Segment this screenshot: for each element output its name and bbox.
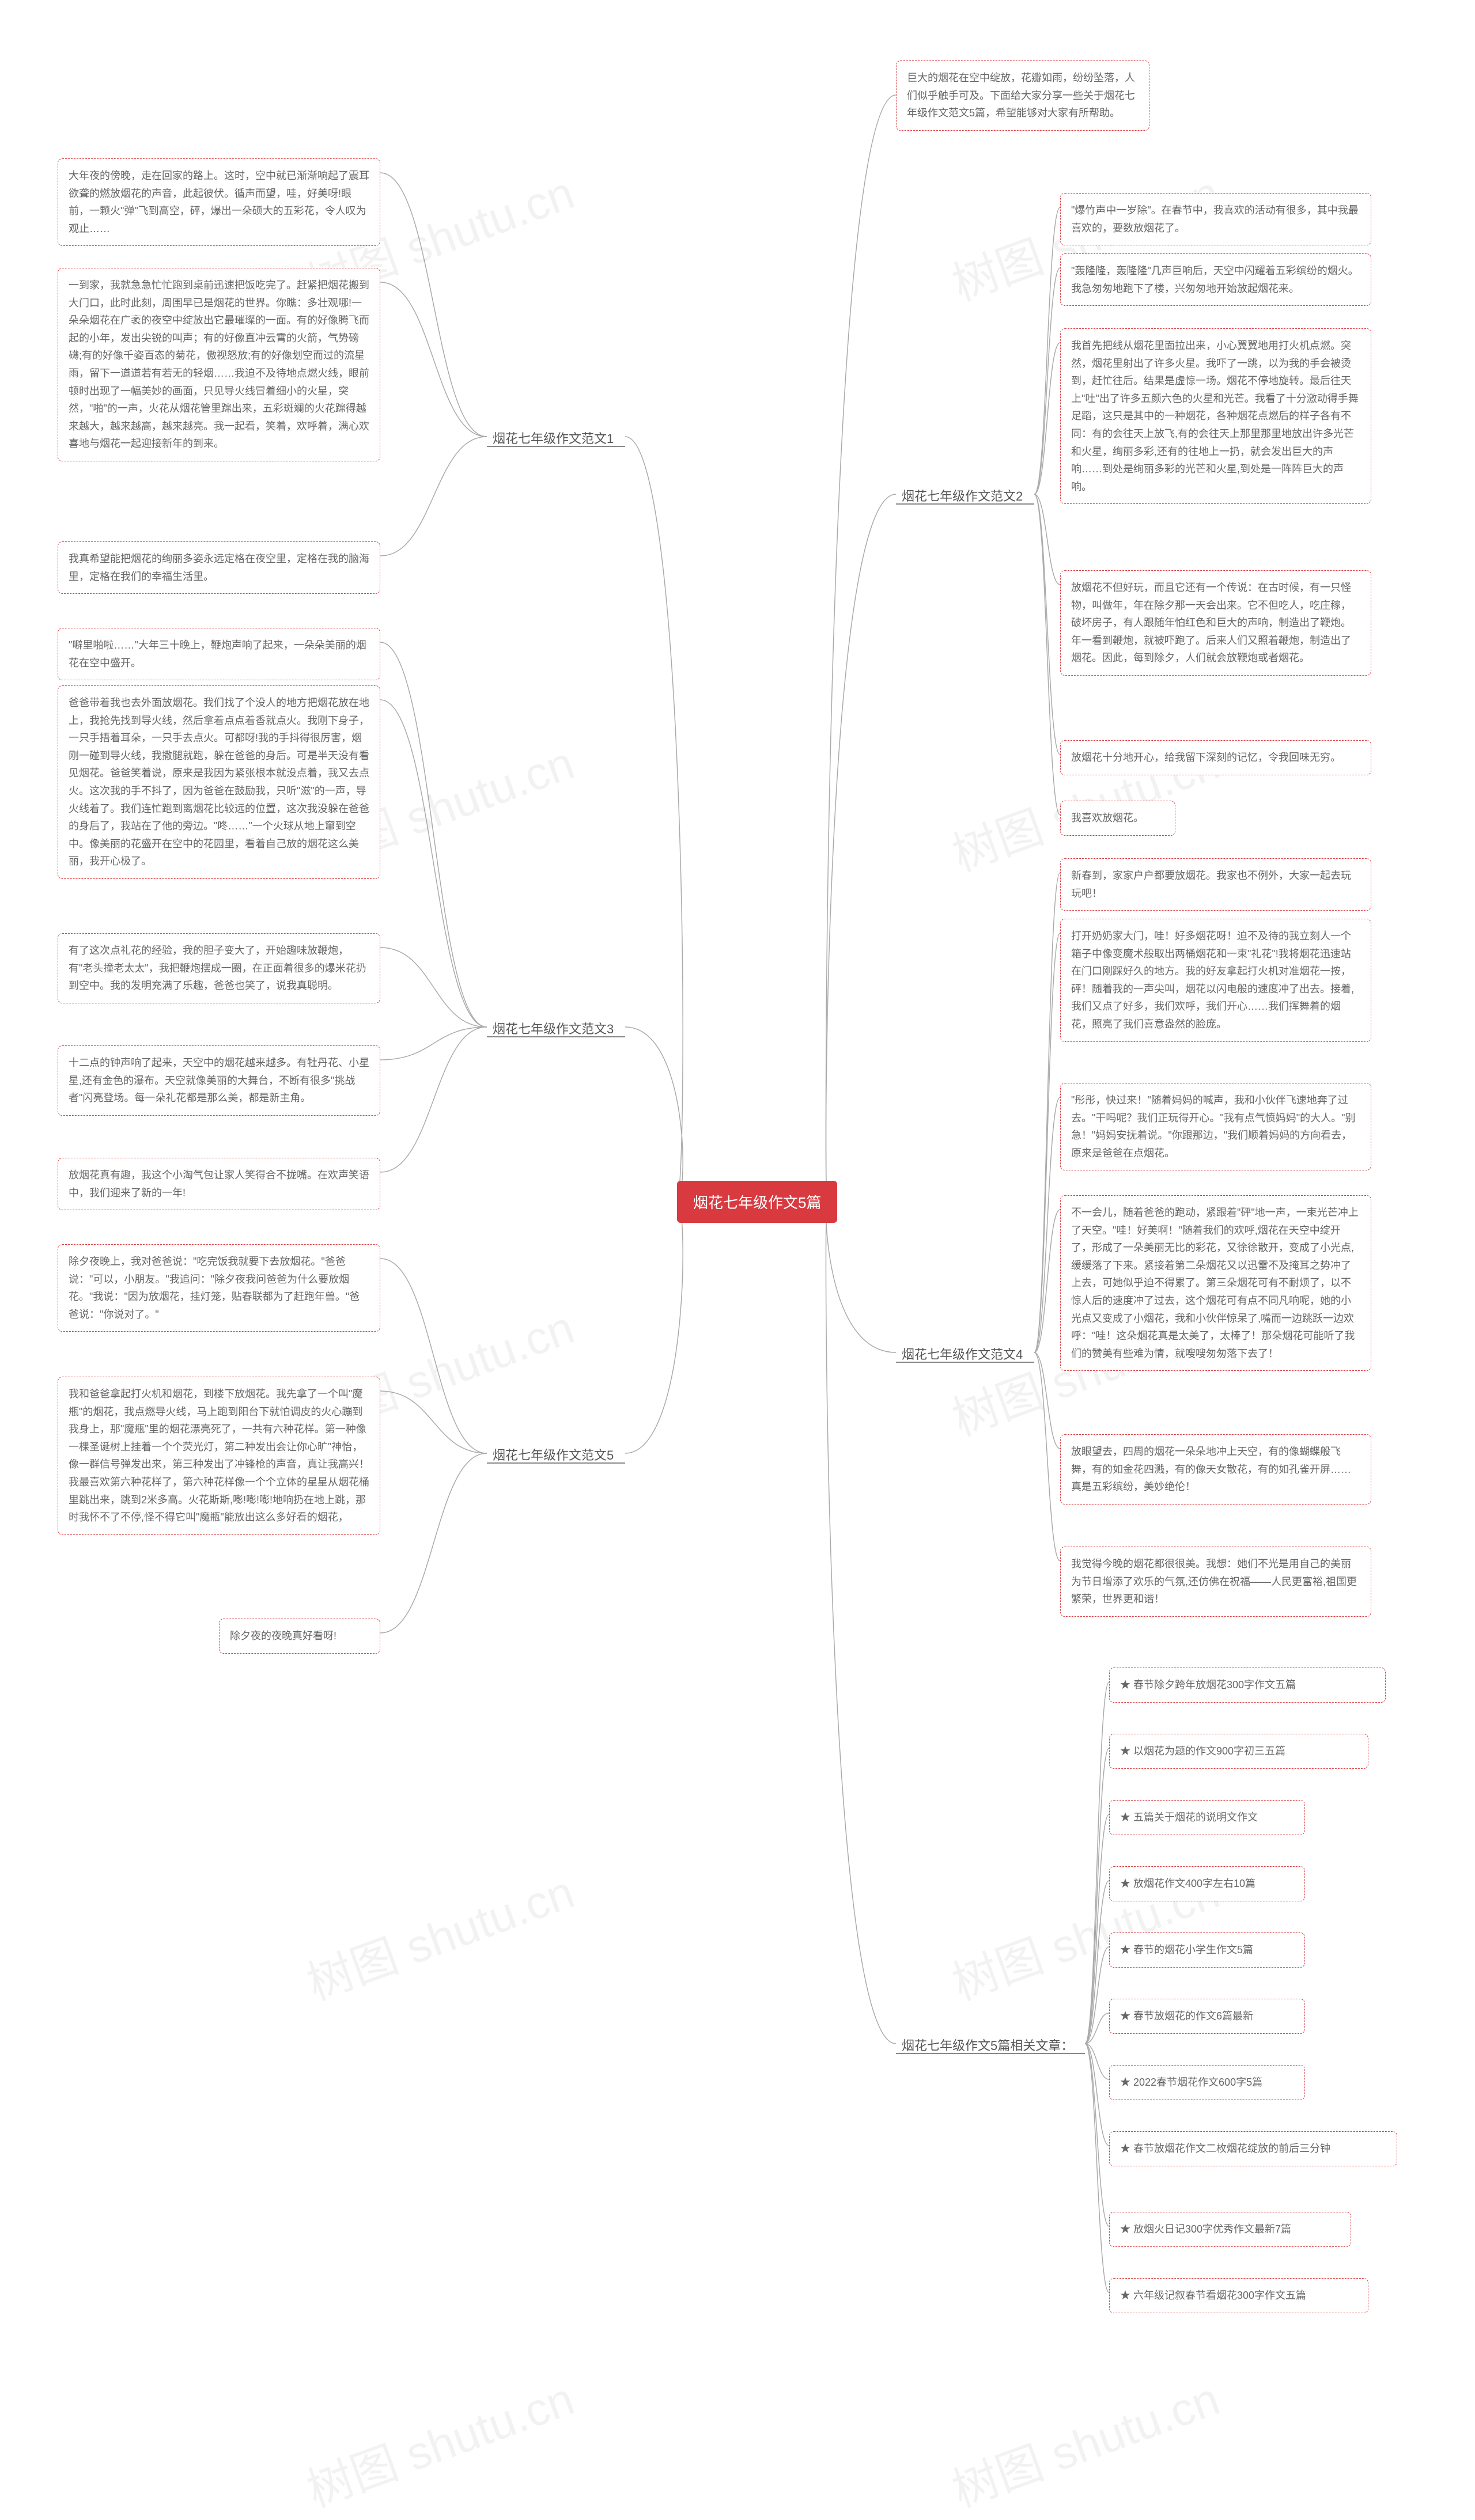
leaf-node: 放烟花不但好玩，而且它还有一个传说：在古时候，有一只怪物，叫做年，年在除夕那一天…: [1060, 570, 1371, 676]
leaf-node: "噼里啪啦……"大年三十晚上，鞭炮声响了起来，一朵朵美丽的烟花在空中盛开。: [58, 628, 380, 680]
leaf-node: 我真希望能把烟花的绚丽多姿永远定格在夜空里，定格在我的脑海里，定格在我们的幸福生…: [58, 541, 380, 594]
branch-underline: [487, 1036, 625, 1037]
leaf-node: 除夕夜晚上，我对爸爸说："吃完饭我就要下去放烟花。"爸爸说："可以，小朋友。"我…: [58, 1244, 380, 1332]
leaf-node: "爆竹声中一岁除"。在春节中，我喜欢的活动有很多，其中我最喜欢的，要数放烟花了。: [1060, 193, 1371, 245]
leaf-node: 我和爸爸拿起打火机和烟花，到楼下放烟花。我先拿了一个叫"魔瓶"的烟花，我点燃导火…: [58, 1377, 380, 1535]
branch-underline: [487, 446, 625, 447]
leaf-node: ★ 六年级记叙春节看烟花300字作文五篇: [1109, 2278, 1368, 2313]
leaf-node: 我觉得今晚的烟花都很很美。我想：她们不光是用自己的美丽为节日增添了欢乐的气氛,还…: [1060, 1547, 1371, 1617]
leaf-node: 放烟花十分地开心，给我留下深刻的记忆，令我回味无穷。: [1060, 740, 1371, 775]
center-node: 烟花七年级作文5篇: [677, 1181, 837, 1223]
watermark: 树图 shutu.cn: [297, 2362, 582, 2520]
leaf-node: ★ 2022春节烟花作文600字5篇: [1109, 2065, 1305, 2100]
leaf-node: ★ 放烟火日记300字优秀作文最新7篇: [1109, 2212, 1351, 2247]
watermark: 树图 shutu.cn: [297, 1855, 582, 2014]
center-text: 烟花七年级作文5篇: [693, 1194, 821, 1211]
leaf-node: 爸爸带着我也去外面放烟花。我们找了个没人的地方把烟花放在地上，我抢先找到导火线，…: [58, 685, 380, 879]
leaf-node: ★ 春节除夕跨年放烟花300字作文五篇: [1109, 1668, 1386, 1703]
branch-underline: [896, 1362, 1034, 1363]
leaf-node: ★ 以烟花为题的作文900字初三五篇: [1109, 1734, 1368, 1769]
leaf-node: ★ 春节的烟花小学生作文5篇: [1109, 1932, 1305, 1968]
leaf-node: 我首先把线从烟花里面拉出来，小心翼翼地用打火机点燃。突然，烟花里射出了许多火星。…: [1060, 328, 1371, 504]
leaf-node: 新春到，家家户户都要放烟花。我家也不例外，大家一起去玩玩吧！: [1060, 858, 1371, 911]
leaf-node: 我喜欢放烟花。: [1060, 801, 1175, 836]
branch-underline: [487, 1462, 625, 1464]
leaf-node: 巨大的烟花在空中绽放，花瓣如雨，纷纷坠落，人们似乎触手可及。下面给大家分享一些关…: [896, 60, 1149, 131]
leaf-node: ★ 春节放烟花作文二枚烟花绽放的前后三分钟: [1109, 2131, 1397, 2166]
branch-underline: [896, 2053, 1085, 2054]
leaf-node: 大年夜的傍晚，走在回家的路上。这时，空中就已渐渐响起了震耳欲聋的燃放烟花的声音，…: [58, 158, 380, 246]
leaf-node: ★ 五篇关于烟花的说明文作文: [1109, 1800, 1305, 1835]
leaf-node: 不一会儿，随着爸爸的跑动，紧跟着"砰"地一声，一束光芒冲上了天空。"哇！好美啊！…: [1060, 1195, 1371, 1371]
branch-underline: [896, 503, 1034, 505]
leaf-node: 放烟花真有趣，我这个小淘气包让家人笑得合不拢嘴。在欢声笑语中，我们迎来了新的一年…: [58, 1158, 380, 1210]
watermark: 树图 shutu.cn: [942, 2362, 1227, 2520]
leaf-node: ★ 放烟花作文400字左右10篇: [1109, 1866, 1305, 1901]
leaf-node: 一到家，我就急急忙忙跑到桌前迅速把饭吃完了。赶紧把烟花搬到大门口，此时此刻，周围…: [58, 268, 380, 461]
leaf-node: 十二点的钟声响了起来，天空中的烟花越来越多。有牡丹花、小星星,还有金色的瀑布。天…: [58, 1045, 380, 1116]
leaf-node: 有了这次点礼花的经验，我的胆子变大了，开始趣味放鞭炮，有"老头撞老太太"，我把鞭…: [58, 933, 380, 1003]
leaf-node: ★ 春节放烟花的作文6篇最新: [1109, 1999, 1305, 2034]
leaf-node: "彤彤，快过来！"随着妈妈的喊声，我和小伙伴飞速地奔了过去。"干吗呢？我们正玩得…: [1060, 1083, 1371, 1170]
leaf-node: "轰隆隆，轰隆隆"几声巨响后，天空中闪耀着五彩缤纷的烟火。我急匆匆地跑下了楼，兴…: [1060, 253, 1371, 306]
leaf-node: 放眼望去，四周的烟花一朵朵地冲上天空，有的像蝴蝶般飞舞，有的如金花四溅，有的像天…: [1060, 1434, 1371, 1505]
leaf-node: 打开奶奶家大门，哇！好多烟花呀！迫不及待的我立刻人一个箱子中像变魔术般取出两桶烟…: [1060, 919, 1371, 1042]
leaf-node: 除夕夜的夜晚真好看呀!: [219, 1619, 380, 1654]
